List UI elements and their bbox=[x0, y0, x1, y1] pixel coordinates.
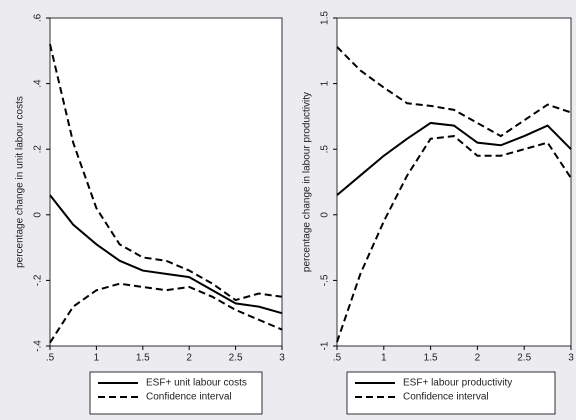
y-axis-title: percentage change in unit labour costs bbox=[15, 96, 26, 268]
legend bbox=[346, 371, 556, 415]
y-tick-label: -.5 bbox=[320, 274, 331, 286]
x-tick-label: 3 bbox=[568, 353, 574, 364]
line bbox=[336, 121, 572, 196]
legend-label: Confidence interval bbox=[146, 392, 232, 403]
y-tick-label: 0 bbox=[33, 212, 44, 218]
y-tick-label: -1 bbox=[320, 341, 331, 350]
y-tick-label: .6 bbox=[33, 13, 44, 22]
line bbox=[49, 282, 283, 344]
x-tick-label: 1 bbox=[381, 353, 387, 364]
y-tick-label: 1.5 bbox=[320, 11, 331, 25]
y-tick-label: .2 bbox=[33, 145, 44, 154]
y-tick-label: .4 bbox=[33, 79, 44, 88]
x-tick-label: 2 bbox=[475, 353, 481, 364]
x-tick-label: .5 bbox=[333, 353, 342, 364]
legend-label: ESF+ labour productivity bbox=[403, 378, 512, 389]
y-tick-label: .5 bbox=[320, 145, 331, 154]
x-tick-label: 1.5 bbox=[424, 353, 438, 364]
x-tick-label: 3 bbox=[279, 353, 285, 364]
line bbox=[49, 44, 283, 302]
legend-label: Confidence interval bbox=[403, 392, 489, 403]
legend bbox=[89, 371, 263, 415]
y-tick-label: 1 bbox=[320, 80, 331, 86]
x-tick-label: 2 bbox=[186, 353, 192, 364]
x-tick-label: 1.5 bbox=[136, 353, 150, 364]
plot-area bbox=[336, 17, 572, 347]
y-tick-label: -.4 bbox=[33, 340, 44, 352]
x-tick-label: 1 bbox=[94, 353, 100, 364]
plot-area bbox=[49, 17, 283, 347]
line bbox=[49, 194, 283, 315]
y-axis-title: percentage change in labour productivity bbox=[302, 92, 313, 272]
y-tick-label: -.2 bbox=[33, 274, 44, 286]
line bbox=[336, 46, 572, 138]
x-tick-label: 2.5 bbox=[517, 353, 531, 364]
x-tick-label: .5 bbox=[46, 353, 55, 364]
legend-label: ESF+ unit labour costs bbox=[146, 378, 247, 389]
x-tick-label: 2.5 bbox=[229, 353, 243, 364]
y-tick-label: 0 bbox=[320, 212, 331, 218]
line bbox=[336, 135, 572, 343]
